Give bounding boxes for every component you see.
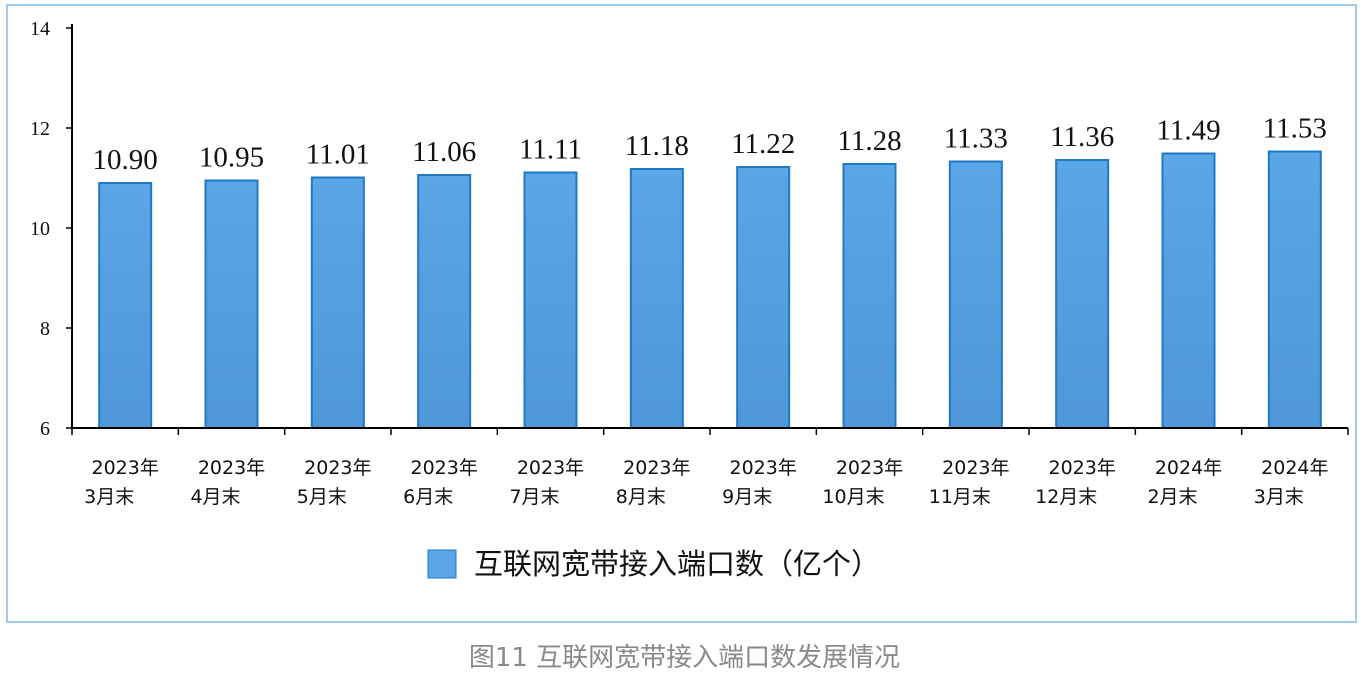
data-label: 10.90: [93, 144, 158, 176]
bar: [736, 166, 791, 429]
x-tick-label: 3月末: [1254, 486, 1304, 508]
x-tick-label: 11月末: [929, 486, 991, 508]
x-tick-label: 9月末: [722, 486, 772, 508]
x-tick-label: 2024年: [1261, 457, 1328, 479]
y-tick-label: 14: [30, 18, 50, 40]
x-tick-label: 2023年: [410, 457, 477, 479]
legend-swatch: [427, 549, 457, 579]
data-label: 11.36: [1050, 121, 1114, 153]
x-tick-label: 2023年: [1048, 457, 1115, 479]
figure-caption: 图11 互联网宽带接入端口数发展情况: [468, 643, 901, 673]
y-tick-label: 6: [40, 418, 50, 440]
data-label: 11.18: [625, 130, 689, 162]
bar: [1267, 150, 1322, 429]
x-tick-label: 7月末: [509, 486, 559, 508]
bar: [310, 176, 365, 429]
x-tick-label: 8月末: [616, 486, 666, 508]
x-tick-label: 2月末: [1147, 486, 1197, 508]
x-tick-label: 2023年: [942, 457, 1009, 479]
data-label: 11.06: [412, 136, 476, 168]
bar: [948, 160, 1003, 429]
data-label: 11.28: [837, 125, 901, 157]
data-label: 11.53: [1263, 113, 1327, 145]
x-tick-label: 2023年: [836, 457, 903, 479]
x-tick-label: 2023年: [517, 457, 584, 479]
x-tick-label: 2023年: [729, 457, 796, 479]
bar: [523, 171, 578, 429]
bar: [1161, 152, 1216, 429]
data-label: 11.22: [731, 128, 795, 160]
y-tick-label: 10: [30, 218, 50, 240]
x-tick-label: 5月末: [297, 486, 347, 508]
data-label: 10.95: [199, 142, 264, 174]
legend-label: 互联网宽带接入端口数（亿个）: [474, 547, 880, 581]
x-tick-label: 10月末: [822, 486, 884, 508]
x-tick-label: 2024年: [1155, 457, 1222, 479]
data-label: 11.33: [944, 123, 1008, 155]
bar: [842, 163, 897, 429]
x-tick-label: 2023年: [623, 457, 690, 479]
bar: [204, 179, 259, 429]
x-tick-label: 4月末: [190, 486, 240, 508]
x-tick-label: 3月末: [84, 486, 134, 508]
y-tick-label: 8: [40, 318, 50, 340]
x-tick-label: 2023年: [91, 457, 158, 479]
bar: [417, 174, 472, 429]
data-label: 11.49: [1156, 115, 1220, 147]
x-tick-label: 2023年: [304, 457, 371, 479]
x-tick-label: 6月末: [403, 486, 453, 508]
bar: [1055, 159, 1110, 429]
x-tick-label: 12月末: [1035, 486, 1097, 508]
data-label: 11.01: [306, 139, 370, 171]
bar: [629, 168, 684, 429]
y-tick-label: 12: [30, 118, 50, 140]
x-tick-label: 2023年: [198, 457, 265, 479]
bar: [98, 182, 153, 429]
bar-chart: 10.90 10.95 11.01 11.06 11.11 11.18 11.22 11.28…: [30, 18, 1349, 581]
data-label: 11.11: [519, 134, 582, 166]
